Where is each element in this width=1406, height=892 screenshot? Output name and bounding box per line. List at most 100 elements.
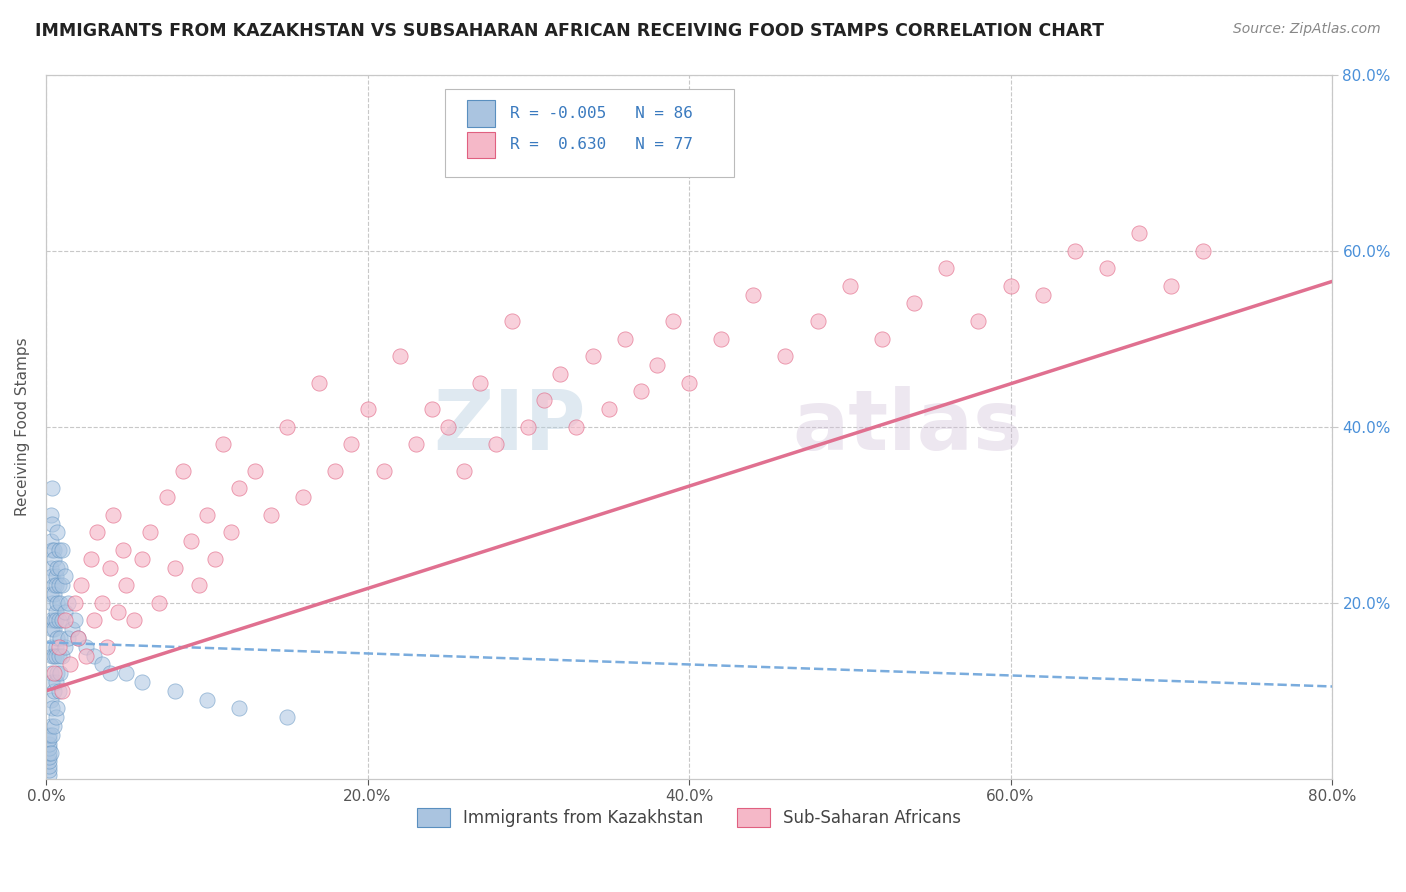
Point xyxy=(405,437,427,451)
Point xyxy=(48,614,70,628)
Point xyxy=(46,525,69,540)
Point xyxy=(58,596,80,610)
Point xyxy=(38,741,60,756)
Text: atlas: atlas xyxy=(792,386,1022,467)
Y-axis label: Receiving Food Stamps: Receiving Food Stamps xyxy=(15,337,30,516)
Point xyxy=(58,631,80,645)
Point xyxy=(42,551,65,566)
Point xyxy=(63,614,86,628)
Point xyxy=(96,640,118,654)
Point xyxy=(613,332,636,346)
Point xyxy=(453,464,475,478)
Point xyxy=(83,648,105,663)
Point xyxy=(243,464,266,478)
Point xyxy=(710,332,733,346)
Point xyxy=(53,605,76,619)
Point xyxy=(155,490,177,504)
Point xyxy=(39,640,62,654)
Point xyxy=(46,560,69,574)
Point xyxy=(41,481,63,495)
Text: R = -0.005   N = 86: R = -0.005 N = 86 xyxy=(510,106,693,120)
Point xyxy=(41,622,63,636)
Point xyxy=(1063,244,1085,258)
Point xyxy=(45,710,67,724)
Point xyxy=(42,587,65,601)
Point xyxy=(356,402,378,417)
FancyBboxPatch shape xyxy=(467,100,495,127)
Point xyxy=(39,614,62,628)
Point xyxy=(112,543,135,558)
Point xyxy=(42,684,65,698)
Point xyxy=(38,758,60,772)
Point xyxy=(86,525,108,540)
Point xyxy=(41,516,63,531)
Point xyxy=(38,767,60,781)
Point xyxy=(46,596,69,610)
Point xyxy=(437,419,460,434)
Point xyxy=(565,419,588,434)
Point xyxy=(115,578,138,592)
Point xyxy=(550,367,572,381)
Point xyxy=(49,560,72,574)
Text: Source: ZipAtlas.com: Source: ZipAtlas.com xyxy=(1233,22,1381,37)
Point xyxy=(39,719,62,733)
Point xyxy=(645,358,668,372)
Point xyxy=(39,746,62,760)
Point xyxy=(1192,244,1215,258)
Point xyxy=(39,587,62,601)
Point xyxy=(260,508,283,522)
Point xyxy=(373,464,395,478)
Point xyxy=(42,648,65,663)
Point xyxy=(485,437,508,451)
Point xyxy=(468,376,491,390)
Point xyxy=(180,534,202,549)
Point xyxy=(1128,226,1150,240)
Point xyxy=(98,560,121,574)
Point xyxy=(41,569,63,583)
Point xyxy=(775,349,797,363)
Point xyxy=(195,508,218,522)
Point xyxy=(60,622,83,636)
Point xyxy=(107,605,129,619)
Point xyxy=(292,490,315,504)
Point xyxy=(131,675,153,690)
Point xyxy=(903,296,925,310)
Point xyxy=(163,560,186,574)
Point xyxy=(219,525,242,540)
Point xyxy=(228,701,250,715)
Point xyxy=(39,692,62,706)
Point xyxy=(42,622,65,636)
Point xyxy=(63,596,86,610)
Text: IMMIGRANTS FROM KAZAKHSTAN VS SUBSAHARAN AFRICAN RECEIVING FOOD STAMPS CORRELATI: IMMIGRANTS FROM KAZAKHSTAN VS SUBSAHARAN… xyxy=(35,22,1104,40)
Point xyxy=(42,666,65,681)
Point xyxy=(53,614,76,628)
Point xyxy=(83,614,105,628)
Point xyxy=(51,543,73,558)
FancyBboxPatch shape xyxy=(467,132,495,159)
Point xyxy=(53,569,76,583)
Point xyxy=(388,349,411,363)
Point xyxy=(308,376,330,390)
Point xyxy=(139,525,162,540)
Point xyxy=(48,543,70,558)
Point xyxy=(340,437,363,451)
Point xyxy=(598,402,620,417)
Point xyxy=(67,631,90,645)
Point xyxy=(276,419,298,434)
Point xyxy=(38,728,60,742)
Point xyxy=(39,534,62,549)
Point xyxy=(630,384,652,399)
Point xyxy=(187,578,209,592)
Point xyxy=(49,666,72,681)
Point xyxy=(533,393,555,408)
Point xyxy=(41,543,63,558)
Point xyxy=(870,332,893,346)
Point xyxy=(51,648,73,663)
Point xyxy=(420,402,443,417)
Point xyxy=(41,596,63,610)
Point xyxy=(211,437,233,451)
Text: R =  0.630   N = 77: R = 0.630 N = 77 xyxy=(510,137,693,153)
Legend: Immigrants from Kazakhstan, Sub-Saharan Africans: Immigrants from Kazakhstan, Sub-Saharan … xyxy=(411,801,969,834)
Point xyxy=(38,732,60,747)
Point xyxy=(838,278,860,293)
